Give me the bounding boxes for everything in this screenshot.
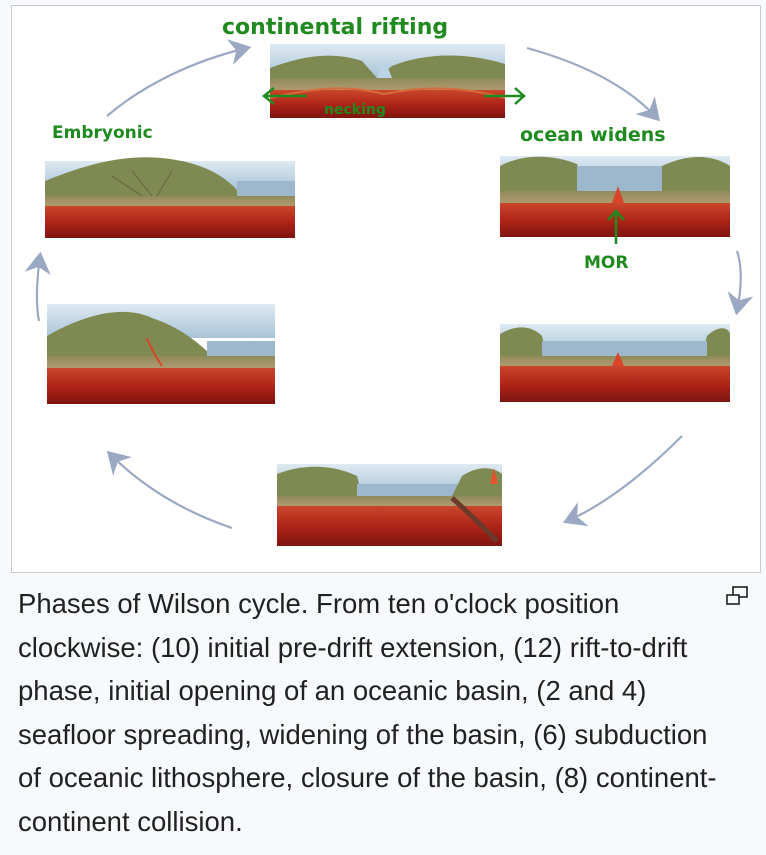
arrow-top-right bbox=[526, 46, 660, 122]
block-continental-rifting bbox=[269, 44, 506, 118]
annotation-continental-rifting: continental rifting bbox=[222, 15, 448, 40]
arrow-bottom-right bbox=[562, 435, 683, 527]
block-seafloor-spreading bbox=[500, 324, 730, 402]
block-embryonic bbox=[45, 157, 295, 238]
annotation-arrows bbox=[261, 87, 625, 244]
arrow-mor-green bbox=[607, 209, 625, 244]
arrow-top-left bbox=[106, 39, 252, 117]
annotation-mor: MOR bbox=[584, 253, 628, 273]
annotations: continental rifting necking Embryonic oc… bbox=[52, 15, 666, 273]
enlarge-icon[interactable] bbox=[724, 585, 752, 607]
arrow-right bbox=[727, 250, 754, 316]
annotation-ocean-widens: ocean widens bbox=[520, 124, 666, 146]
block-subduction bbox=[277, 464, 502, 546]
block-collision bbox=[47, 304, 275, 404]
annotation-embryonic: Embryonic bbox=[52, 123, 153, 143]
figure-image[interactable]: continental rifting necking Embryonic oc… bbox=[11, 5, 761, 573]
arrow-right-green bbox=[484, 87, 526, 105]
arrow-left-green bbox=[261, 87, 307, 105]
cycle-arrows bbox=[24, 39, 754, 530]
annotation-necking: necking bbox=[324, 102, 386, 118]
figure-caption: Phases of Wilson cycle. From ten o'clock… bbox=[18, 588, 717, 837]
arrow-bottom-left bbox=[106, 450, 233, 530]
block-ocean-widens bbox=[500, 156, 730, 237]
arrow-left bbox=[24, 251, 51, 322]
wilson-cycle-diagram: continental rifting necking Embryonic oc… bbox=[24, 15, 754, 546]
